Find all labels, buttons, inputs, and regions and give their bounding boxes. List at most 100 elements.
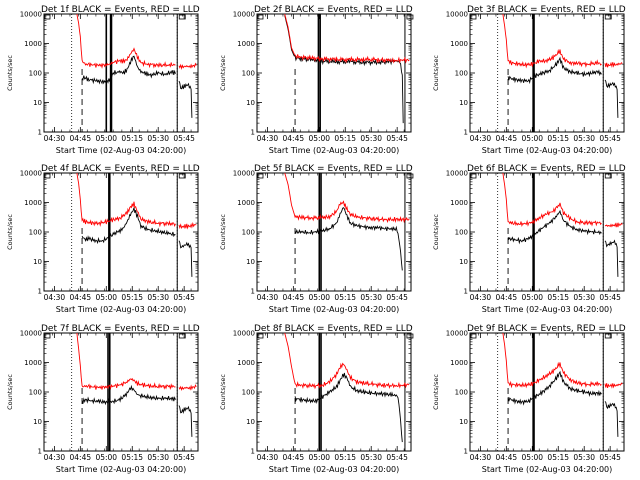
corner-marker [604, 14, 612, 20]
series-line-lld [604, 382, 623, 389]
chart-title: Det 4f BLACK = Events, RED = LLD [41, 164, 200, 174]
x-axis-label: Start Time (02-Aug-03 04:20:00) [56, 305, 187, 314]
series-line-lld [178, 62, 197, 70]
series-line-events [507, 209, 602, 245]
x-tick-label: 04:30 [257, 134, 279, 143]
chart-title: Det 5f BLACK = Events, RED = LLD [254, 164, 413, 174]
x-tick-label: 05:30 [147, 134, 169, 143]
series-line-lld [76, 173, 176, 228]
x-tick-label: 05:00 [95, 453, 117, 462]
series-line-events [81, 55, 176, 85]
y-tick-label: 10000 [446, 11, 468, 19]
chart-panel-det-3f: Det 3f BLACK = Events, RED = LLD Counts/s… [432, 5, 626, 155]
y-tick-label: 1000 [237, 359, 255, 367]
x-tick-label: 05:45 [386, 134, 408, 143]
y-tick-label: 100 [242, 389, 255, 397]
y-axis-label: Counts/sec [6, 55, 14, 91]
x-tick-label: 05:00 [95, 293, 117, 302]
y-tick-label: 1000 [450, 199, 468, 207]
corner-marker [470, 14, 477, 20]
y-tick-label: 10000 [20, 330, 42, 338]
corner-marker [178, 173, 186, 179]
series-line-lld [604, 222, 623, 228]
x-tick-label: 04:30 [257, 293, 279, 302]
y-tick-label: 10 [246, 418, 255, 426]
corner-marker [44, 14, 51, 20]
x-tick-label: 05:45 [386, 293, 408, 302]
x-tick-label: 04:30 [44, 453, 66, 462]
x-tick-label: 05:45 [173, 134, 195, 143]
chart-title: Det 6f BLACK = Events, RED = LLD [467, 164, 626, 174]
x-tick-label: 05:15 [121, 134, 143, 143]
x-tick-label: 04:30 [44, 293, 66, 302]
plot-frame [43, 332, 199, 452]
series-line-lld [502, 333, 602, 389]
x-axis-label: Start Time (02-Aug-03 04:20:00) [482, 465, 613, 474]
series-line-lld [76, 333, 176, 391]
x-tick-label: 04:45 [496, 134, 518, 143]
y-tick-label: 1000 [24, 359, 42, 367]
y-tick-label: 10 [33, 418, 42, 426]
chart-panel-det-4f: Det 4f BLACK = Events, RED = LLD Counts/s… [6, 164, 200, 314]
chart-panel-det-1f: Det 1f BLACK = Events, RED = LLD Counts/s… [6, 5, 200, 155]
plot-frame [43, 172, 199, 292]
x-tick-label: 04:30 [470, 293, 492, 302]
series-line-events [294, 372, 403, 443]
y-tick-label: 1000 [237, 199, 255, 207]
x-tick-label: 05:00 [521, 293, 543, 302]
chart-title: Det 1f BLACK = Events, RED = LLD [41, 5, 200, 15]
x-tick-label: 04:45 [70, 293, 92, 302]
chart-panel-det-7f: Det 7f BLACK = Events, RED = LLD Counts/s… [6, 324, 200, 474]
y-tick-label: 10000 [446, 330, 468, 338]
y-tick-label: 1 [251, 129, 255, 137]
series-line-events [294, 207, 403, 271]
chart-panel-det-5f: Det 5f BLACK = Events, RED = LLD Counts/s… [219, 164, 414, 314]
x-tick-label: 05:15 [121, 293, 143, 302]
y-axis-label: Counts/sec [432, 55, 440, 91]
corner-marker [604, 173, 612, 179]
y-tick-label: 100 [29, 229, 42, 237]
y-tick-label: 1 [251, 448, 255, 456]
x-tick-label: 04:45 [283, 134, 305, 143]
series-line-events [284, 15, 404, 124]
series-line-lld [284, 173, 410, 224]
x-tick-label: 05:30 [360, 293, 382, 302]
corner-marker [44, 173, 51, 179]
x-tick-label: 04:45 [496, 293, 518, 302]
x-tick-label: 05:45 [599, 453, 621, 462]
y-tick-label: 10000 [20, 170, 42, 178]
chart-title: Det 7f BLACK = Events, RED = LLD [41, 324, 200, 334]
x-axis-label: Start Time (02-Aug-03 04:20:00) [269, 465, 400, 474]
series-line-events [507, 370, 602, 406]
x-tick-label: 04:45 [70, 453, 92, 462]
y-tick-label: 10000 [20, 11, 42, 19]
series-line-events [604, 401, 619, 437]
x-tick-label: 05:30 [147, 453, 169, 462]
x-tick-label: 05:15 [334, 134, 356, 143]
series-line-lld [178, 222, 197, 230]
x-tick-label: 05:30 [360, 453, 382, 462]
y-tick-label: 10 [246, 258, 255, 266]
y-tick-label: 100 [455, 389, 468, 397]
x-tick-label: 05:00 [308, 134, 330, 143]
y-tick-label: 1000 [450, 40, 468, 48]
y-tick-label: 10 [246, 99, 255, 107]
y-tick-label: 10000 [233, 170, 255, 178]
x-tick-label: 05:00 [521, 453, 543, 462]
series-line-events [81, 207, 176, 245]
y-tick-label: 10 [459, 99, 468, 107]
corner-marker [470, 173, 477, 179]
series-line-events [81, 384, 176, 406]
x-tick-label: 05:30 [147, 293, 169, 302]
y-tick-label: 10 [459, 258, 468, 266]
y-tick-label: 1000 [24, 199, 42, 207]
series-line-events [178, 80, 193, 118]
y-tick-label: 100 [29, 70, 42, 78]
y-tick-label: 1000 [24, 40, 42, 48]
y-axis-label: Counts/sec [432, 214, 440, 250]
series-line-events [178, 405, 193, 437]
x-tick-label: 04:45 [283, 293, 305, 302]
y-axis-label: Counts/sec [219, 374, 227, 410]
corner-marker [406, 14, 414, 20]
x-tick-label: 04:30 [257, 453, 279, 462]
